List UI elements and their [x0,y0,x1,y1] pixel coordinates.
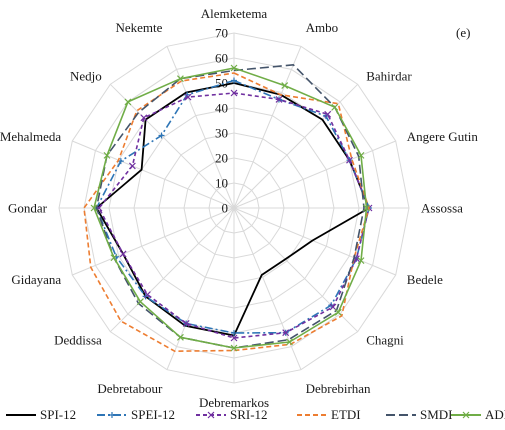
series-point [119,250,127,258]
series-point [230,89,238,97]
series-point [143,291,151,299]
series-point [324,110,332,118]
series-point [357,257,365,265]
series-etdi [83,72,370,353]
series-lines [83,64,373,353]
category-label: Gidayana [11,272,61,287]
grid-spoke [72,207,235,276]
series-point [334,308,342,316]
category-label: Debrebirhan [306,381,371,396]
legend-item: SMDI [386,407,453,422]
category-label: Debremarkos [199,395,269,410]
series-point [90,204,98,212]
grid-spoke [233,207,302,370]
series-point [281,82,289,90]
category-label: Assossa [421,201,463,216]
grid-spoke [72,140,235,209]
grid-spoke [233,46,302,209]
series-line [95,79,370,334]
series-point [230,344,238,352]
series-point [363,204,370,212]
panel-label: (e) [456,25,470,40]
legend-marker [109,412,115,418]
series-point [140,114,148,122]
tick-label: 0 [222,201,229,216]
tick-label: 40 [215,101,228,116]
tick-label: 70 [215,26,228,41]
legend-label: ADI [485,407,505,422]
legend-label: SPEI-12 [131,407,175,422]
category-label: Chagni [366,333,404,348]
series-line [83,72,370,353]
legend-item: SPEI-12 [97,407,175,422]
series-point [357,151,365,159]
legend: SPI-12 SPEI-12 SRI-12 ETDI SMDI ADI [6,407,505,422]
series-point [110,254,118,262]
category-label: Bedele [407,272,443,287]
legend-label: SPI-12 [40,407,76,422]
series-point [230,334,238,342]
radial-tick-labels: 0 10 20 30 40 50 60 70 [215,26,228,216]
legend-item: ADI [451,407,505,422]
category-label: Gondar [8,201,48,216]
legend-label: ETDI [331,407,361,422]
series-point [275,96,283,103]
category-label: Mehalmeda [0,129,61,144]
series-adi [90,64,370,352]
grid-spoke [166,46,235,209]
legend-marker [462,411,470,419]
category-label: Angere Gutin [407,129,479,144]
grid-spoke [233,207,396,276]
category-label: Bahirdar [366,68,412,83]
tick-label: 30 [215,126,228,141]
legend-marker [207,411,215,419]
legend-label: SMDI [420,407,453,422]
category-label: Debretabour [97,381,163,396]
series-point [329,303,337,311]
category-label: Deddissa [54,333,102,348]
series-point [103,151,111,159]
grid-spoke [166,207,235,370]
series-point [117,158,124,165]
category-label: Nekemte [115,20,162,35]
series-point [182,320,190,327]
grid-spoke [233,140,396,209]
tick-label: 10 [215,176,228,191]
series-point [231,330,237,336]
series-point [176,333,184,341]
legend-item: ETDI [297,407,361,422]
series-point [282,329,290,337]
tick-label: 20 [215,151,228,166]
series-point [176,75,184,83]
series-point [124,98,132,106]
legend-label: SRI-12 [230,407,268,422]
grid-spoke [109,207,235,333]
category-labels: Alemketema Ambo Bahirdar Angere Gutin Assoss… [0,6,478,410]
series-point [158,132,165,139]
legend-item: SRI-12 [196,407,268,422]
category-label: Ambo [306,20,339,35]
tick-label: 60 [215,51,228,66]
series-point [286,338,293,346]
category-label: Alemketema [201,6,268,21]
series-point [184,93,192,101]
series-point [136,298,144,306]
series-point [231,77,237,84]
tick-label: 50 [215,76,228,91]
series-point [346,156,353,164]
series-point [230,64,238,72]
legend-item: SPI-12 [6,407,76,422]
series-point [331,103,339,111]
category-label: Nedjo [70,68,102,83]
series-point [128,162,136,170]
